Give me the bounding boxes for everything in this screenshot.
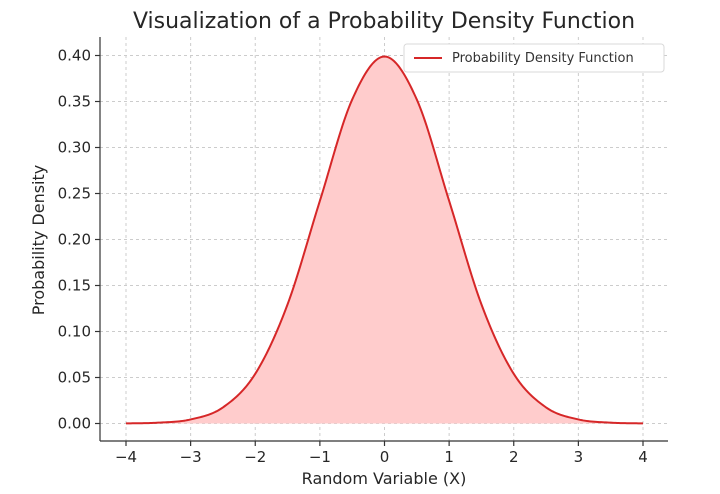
y-tick-label: 0.05	[58, 369, 91, 387]
x-axis-label: Random Variable (X)	[302, 469, 467, 488]
legend-label-pdf: Probability Density Function	[452, 51, 634, 66]
y-tick-label: 0.35	[58, 93, 91, 111]
x-tick-label: 2	[509, 448, 519, 466]
x-tick-label: 4	[638, 448, 648, 466]
y-tick-label: 0.00	[58, 415, 91, 433]
chart-title: Visualization of a Probability Density F…	[133, 9, 635, 34]
legend: Probability Density Function	[403, 43, 665, 73]
legend-box	[403, 43, 665, 73]
y-tick-label: 0.25	[58, 185, 91, 203]
y-axis-ticks: 0.00 0.05 0.10 0.15 0.20 0.25 0.30 0.35 0.40	[58, 47, 100, 433]
x-tick-label: −4	[115, 448, 137, 466]
y-tick-label: 0.40	[58, 47, 91, 65]
y-axis-label: Probability Density	[29, 165, 48, 316]
x-tick-label: −2	[244, 448, 266, 466]
pdf-series-line	[125, 55, 644, 425]
x-tick-label: 3	[574, 448, 584, 466]
x-tick-label: −1	[309, 448, 331, 466]
y-tick-label: 0.30	[58, 139, 91, 157]
y-tick-label: 0.10	[58, 323, 91, 341]
pdf-area-fill	[126, 56, 643, 424]
y-tick-label: 0.15	[58, 277, 91, 295]
x-tick-label: −3	[180, 448, 202, 466]
x-tick-label: 1	[444, 448, 454, 466]
y-tick-label: 0.20	[58, 231, 91, 249]
x-axis-ticks: −4 −3 −2 −1 0 1 2 3 4	[115, 441, 648, 466]
x-tick-label: 0	[380, 448, 390, 466]
